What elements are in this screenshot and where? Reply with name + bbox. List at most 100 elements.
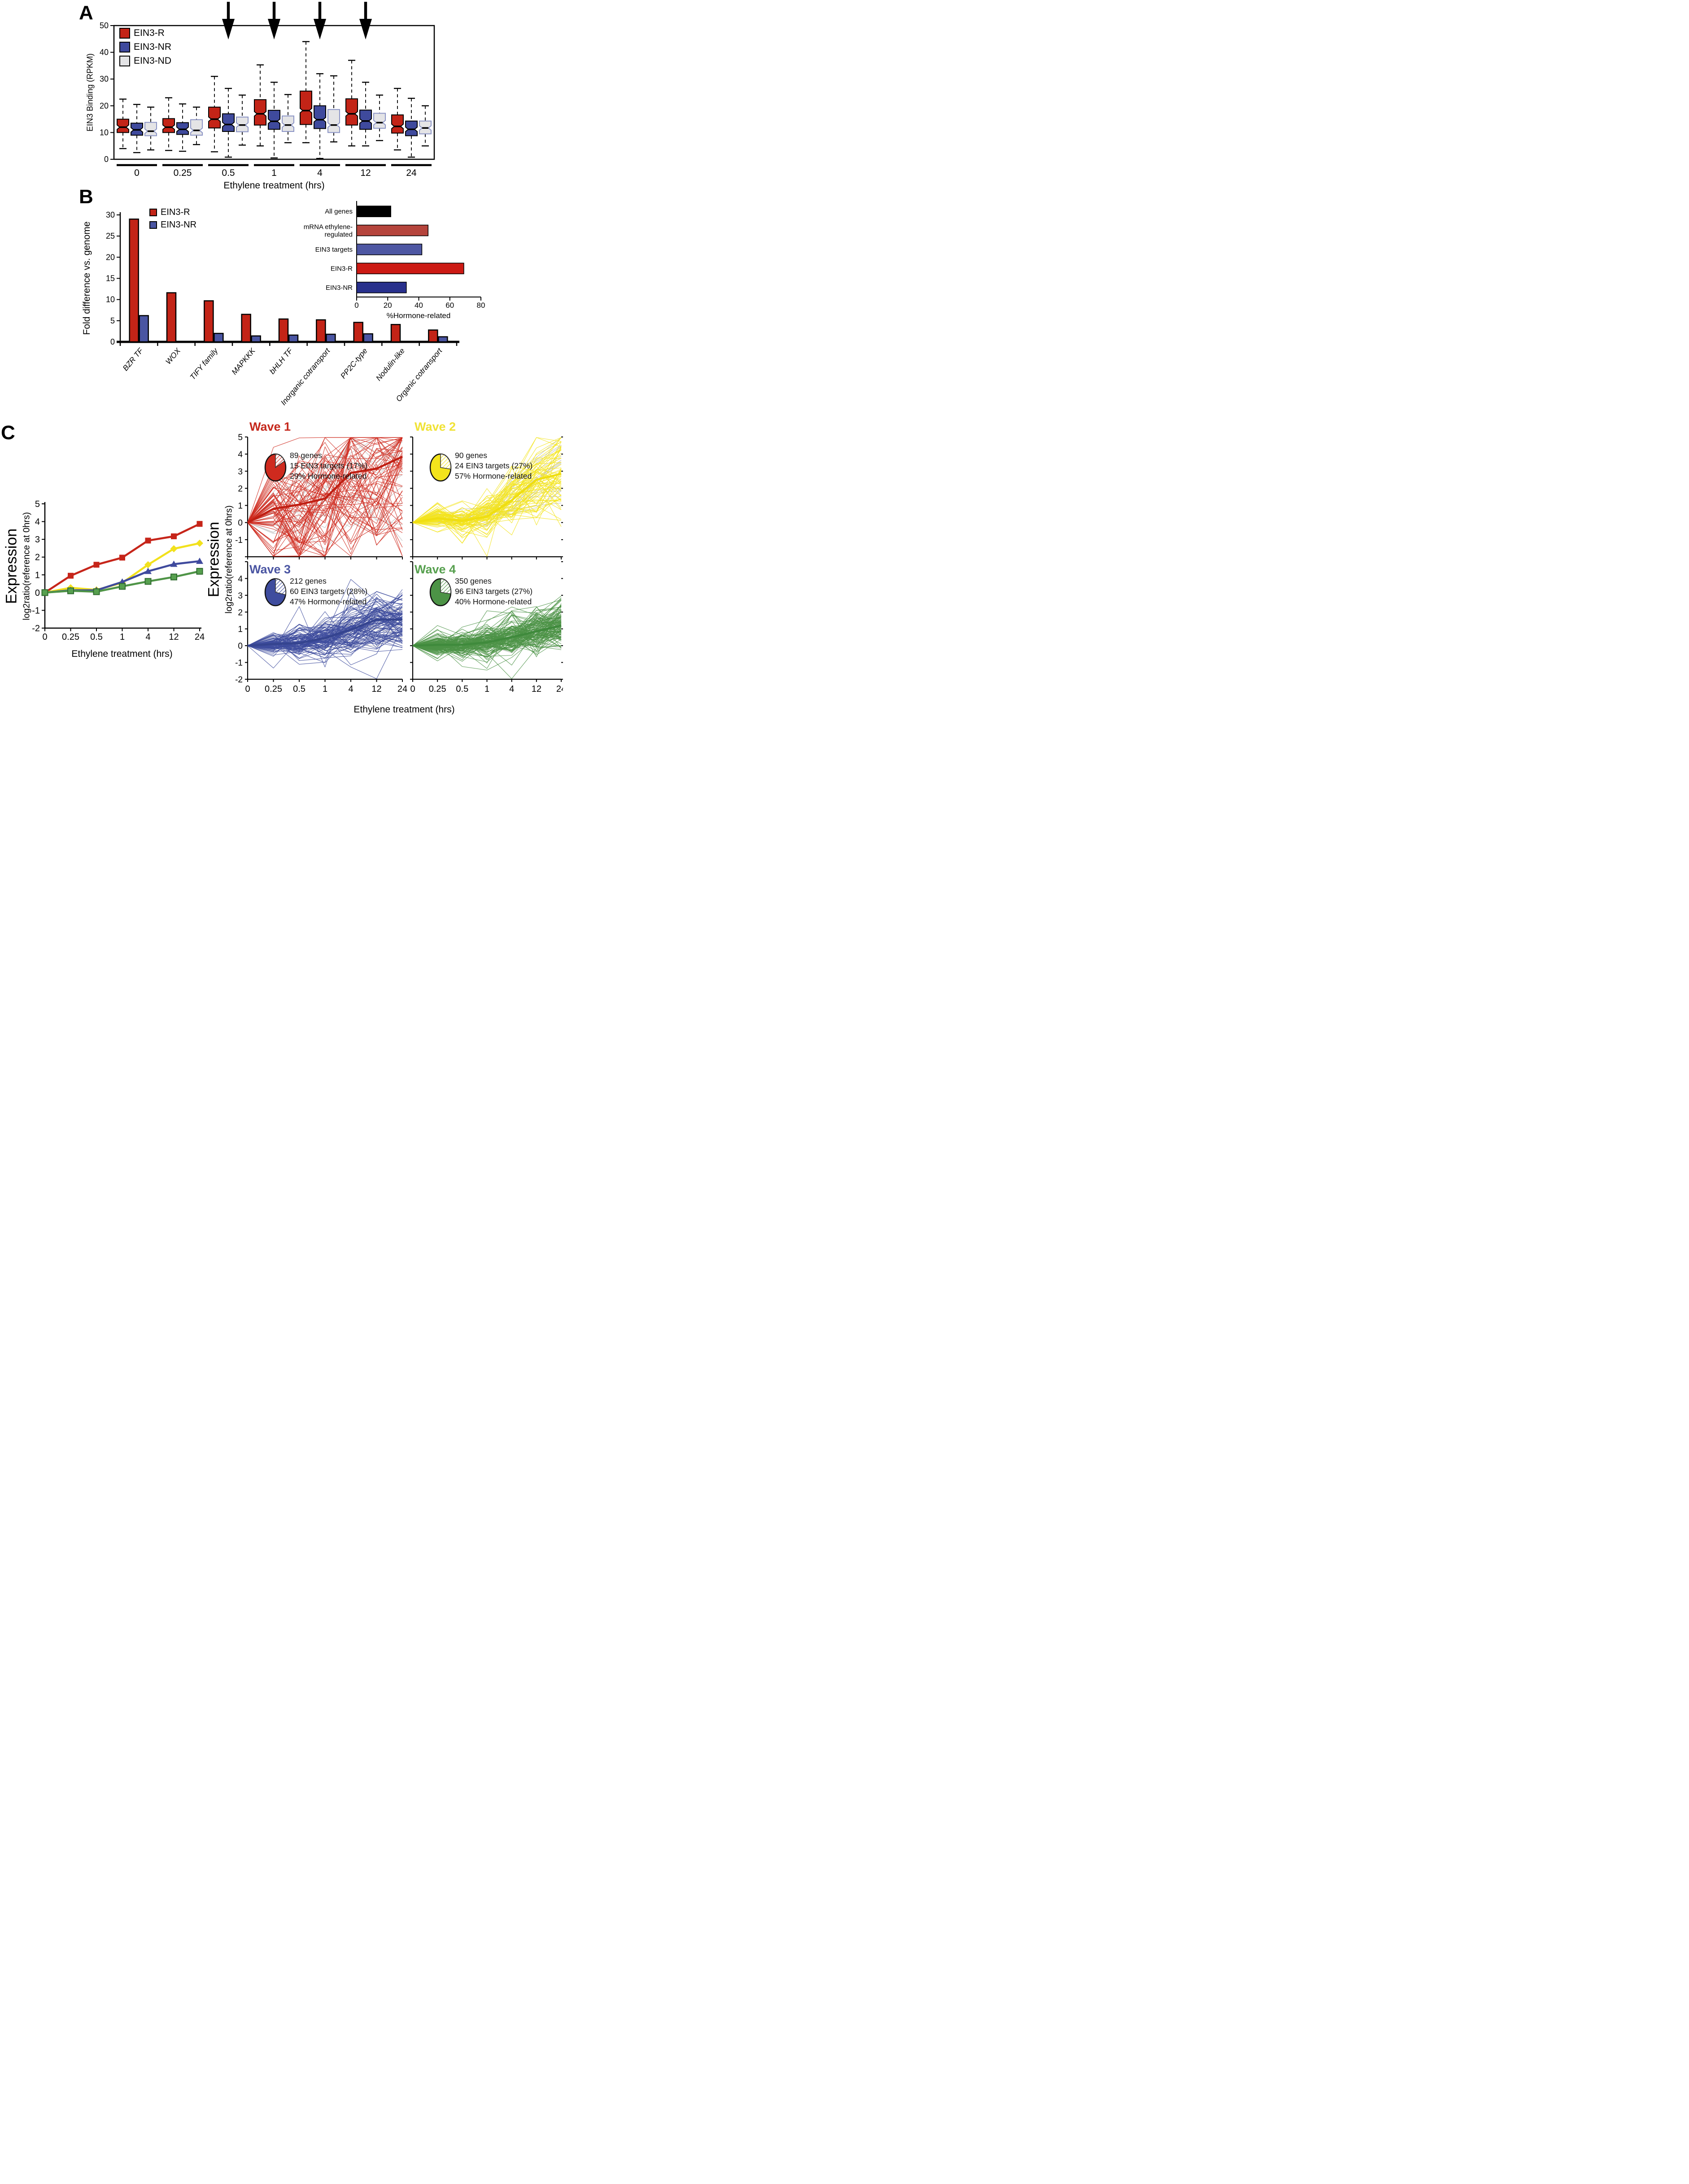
scientific-figure: 0 10 20 30 40 50 0 0.25 0.5 1 4 12 24 0 5 10 15 20 25 30 BZR… [0, 0, 563, 728]
svg-text:3: 3 [238, 591, 243, 601]
wave-2-title: Wave 2 [415, 420, 456, 433]
panel-c-label: C [1, 422, 15, 444]
wave-4-genes: 350 genes [455, 577, 492, 585]
svg-text:0: 0 [354, 301, 358, 310]
svg-text:0: 0 [35, 588, 40, 598]
ein3-nr-swatch [119, 42, 130, 52]
wave-3-genes: 212 genes [290, 577, 327, 585]
wave-3-hormone: 47% Hormone-related [290, 597, 367, 606]
svg-text:3: 3 [35, 535, 40, 545]
ein3-r-swatch [149, 209, 157, 216]
svg-text:24: 24 [556, 684, 563, 694]
legend-label: EIN3-R [161, 207, 190, 217]
svg-text:MAPKKK: MAPKKK [230, 346, 257, 376]
svg-text:4: 4 [238, 574, 243, 584]
svg-text:0.25: 0.25 [265, 684, 282, 694]
wave-4-targets: 96 EIN3 targets (27%) [455, 587, 533, 596]
wave-3-title: Wave 3 [249, 563, 291, 576]
svg-text:0: 0 [238, 519, 243, 528]
svg-text:12: 12 [532, 684, 541, 694]
svg-text:0: 0 [410, 684, 415, 694]
wave-4-title: Wave 4 [415, 563, 456, 576]
svg-text:0: 0 [238, 642, 243, 651]
svg-text:1: 1 [238, 625, 243, 634]
legend-item-ein3-r: EIN3-R [149, 207, 196, 218]
svg-text:1: 1 [271, 168, 277, 178]
ein3-nd-swatch [119, 56, 130, 66]
svg-text:1: 1 [323, 684, 327, 694]
svg-text:EIN3-NR: EIN3-NR [326, 284, 353, 292]
svg-text:10: 10 [106, 295, 115, 304]
svg-text:TIFY family: TIFY family [188, 346, 220, 381]
wave-grid-y-subtitle: log2ratio(reference at 0hrs) [224, 505, 234, 614]
svg-text:1: 1 [484, 684, 489, 694]
svg-text:0: 0 [245, 684, 250, 694]
panel-c-left-x-title: Ethylene treatment (hrs) [71, 649, 173, 659]
panel-b-label: B [79, 186, 93, 208]
panel-c-left-y-subtitle: log2ratio(reference at 0hrs) [22, 512, 32, 620]
svg-text:25: 25 [106, 232, 115, 240]
panel-a-x-axis-title: Ethylene treatment (hrs) [223, 180, 325, 191]
wave-2-stats: 90 genes 24 EIN3 targets (27%) 57% Hormo… [455, 450, 532, 481]
svg-text:mRNA ethylene-: mRNA ethylene- [304, 223, 353, 231]
svg-text:12: 12 [169, 632, 179, 642]
svg-text:1: 1 [238, 502, 243, 511]
panel-a-y-axis-title: EIN3 Binding (RPKM) [85, 53, 95, 132]
svg-text:EIN3 targets: EIN3 targets [315, 246, 353, 253]
svg-text:BZR TF: BZR TF [121, 346, 145, 372]
panel-c-left-y-title: Expression [3, 528, 20, 604]
wave-1-genes: 89 genes [290, 451, 323, 460]
svg-text:Nodulin-like: Nodulin-like [374, 346, 406, 382]
legend-label: EIN3-ND [134, 56, 172, 66]
wave-4-hormone: 40% Hormone-related [455, 597, 532, 606]
svg-text:30: 30 [100, 74, 109, 83]
svg-text:2: 2 [238, 484, 243, 494]
svg-text:15: 15 [106, 274, 115, 283]
legend-label: EIN3-NR [161, 220, 197, 230]
svg-text:4: 4 [145, 632, 150, 642]
svg-text:WOX: WOX [164, 346, 182, 366]
svg-text:30: 30 [106, 210, 115, 219]
svg-text:4: 4 [348, 684, 353, 694]
svg-text:20: 20 [100, 101, 109, 110]
svg-text:regulated: regulated [324, 231, 353, 239]
svg-text:20: 20 [384, 301, 392, 310]
legend-item-ein3-r: EIN3-R [119, 28, 171, 39]
svg-text:80: 80 [477, 301, 485, 310]
svg-text:2: 2 [238, 608, 243, 617]
panel-a-legend: EIN3-R EIN3-NR EIN3-ND [119, 28, 171, 66]
svg-text:40: 40 [415, 301, 423, 310]
wave-2-targets: 24 EIN3 targets (27%) [455, 461, 533, 470]
wave-1-title: Wave 1 [249, 420, 291, 433]
svg-text:2: 2 [35, 553, 40, 563]
svg-text:3: 3 [238, 467, 243, 476]
legend-item-ein3-nd: EIN3-ND [119, 56, 171, 66]
svg-text:5: 5 [35, 499, 40, 509]
svg-text:24: 24 [406, 168, 417, 178]
svg-text:1: 1 [35, 570, 40, 580]
svg-text:0.25: 0.25 [62, 632, 79, 642]
svg-text:-2: -2 [32, 624, 40, 633]
svg-text:-2: -2 [235, 675, 243, 685]
svg-text:12: 12 [371, 684, 381, 694]
svg-text:0.25: 0.25 [174, 168, 192, 178]
svg-text:24: 24 [397, 684, 407, 694]
svg-text:0: 0 [110, 337, 115, 346]
wave-1-hormone: 29% Hormone-related [290, 472, 367, 480]
svg-text:0.25: 0.25 [429, 684, 446, 694]
svg-text:EIN3-R: EIN3-R [331, 265, 353, 272]
svg-text:20: 20 [106, 253, 115, 262]
svg-text:12: 12 [360, 168, 371, 178]
panel-b-y-axis-title: Fold difference vs. genome [82, 221, 92, 335]
svg-text:1: 1 [120, 632, 125, 642]
svg-text:5: 5 [238, 433, 243, 442]
ein3-r-swatch [119, 28, 130, 39]
wave-2-hormone: 57% Hormone-related [455, 472, 532, 480]
legend-item-ein3-nr: EIN3-NR [119, 42, 171, 52]
wave-1-targets: 15 EIN3 targets (17%) [290, 461, 368, 470]
svg-text:40: 40 [100, 48, 109, 57]
legend-item-ein3-nr: EIN3-NR [149, 220, 196, 230]
svg-text:0: 0 [104, 155, 109, 164]
panel-b-legend: EIN3-R EIN3-NR [149, 207, 196, 230]
